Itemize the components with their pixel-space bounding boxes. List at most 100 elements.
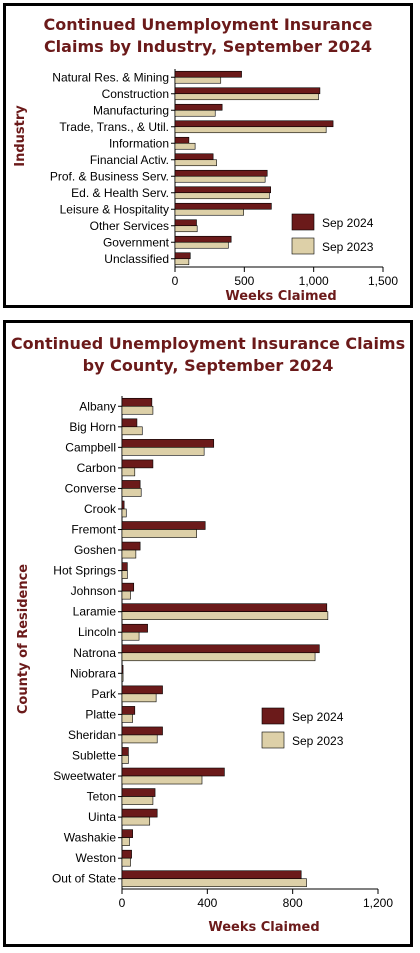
x-tick-label: 800 <box>283 896 303 910</box>
bar-sep-2023 <box>174 241 229 249</box>
bar-sep-2023 <box>121 508 127 518</box>
bar-sep-2023 <box>121 775 203 785</box>
bar-sep-2023 <box>121 590 131 600</box>
bar-sep-2023 <box>174 93 319 101</box>
category-label: Ed. & Health Serv. <box>71 186 169 200</box>
legend-label-sep-2024: Sep 2024 <box>322 216 374 230</box>
bar-sep-2024 <box>174 252 191 260</box>
bar-sep-2024 <box>121 665 124 674</box>
industry-chart-title: Continued Unemployment Insurance Claims … <box>6 14 410 58</box>
bar-sep-2023 <box>121 405 154 415</box>
bar-sep-2023 <box>121 693 157 703</box>
category-label: Niobrara <box>70 666 116 680</box>
bar-sep-2024 <box>121 849 132 859</box>
bar-sep-2024 <box>121 603 328 612</box>
bar-sep-2023 <box>121 549 137 559</box>
county-chart-title: Continued Unemployment Insurance Claims … <box>6 333 410 377</box>
bar-sep-2024 <box>174 87 321 95</box>
bar-sep-2024 <box>121 439 215 448</box>
y-axis-label: Industry <box>13 105 28 167</box>
bar-sep-2023 <box>174 192 270 200</box>
bar-sep-2024 <box>121 706 136 715</box>
bar-sep-2024 <box>174 153 214 161</box>
bar-sep-2024 <box>174 103 223 111</box>
category-label: Sheridan <box>68 728 116 742</box>
category-label: Leisure & Hospitality <box>60 202 169 216</box>
x-tick-label: 1,000 <box>299 274 329 288</box>
bar-sep-2024 <box>174 219 197 227</box>
bar-sep-2024 <box>121 644 320 654</box>
bar-sep-2024 <box>121 521 206 530</box>
legend-label-sep-2023: Sep 2023 <box>322 240 374 254</box>
bar-sep-2023 <box>121 529 197 538</box>
bar-sep-2024 <box>121 870 302 880</box>
bar-sep-2023 <box>174 76 222 84</box>
y-axis-label: County of Residence <box>16 564 31 714</box>
bar-sep-2024 <box>121 562 128 571</box>
category-label: Other Services <box>90 219 169 233</box>
bar-sep-2024 <box>121 397 153 407</box>
bar-sep-2024 <box>174 235 232 243</box>
bar-sep-2024 <box>174 136 190 144</box>
bar-sep-2023 <box>121 652 316 662</box>
category-label: Prof. & Business Serv. <box>50 169 169 183</box>
bar-sep-2023 <box>121 837 130 846</box>
category-label: Laramie <box>73 605 117 619</box>
bar-sep-2024 <box>121 582 135 592</box>
bar-sep-2023 <box>121 426 143 436</box>
category-label: Out of State <box>52 872 116 886</box>
category-label: Financial Activ. <box>90 153 169 167</box>
bar-sep-2023 <box>174 126 327 134</box>
industry-bar-chart: Natural Res. & Mining Construction Manufac… <box>13 69 398 304</box>
bar-sep-2024 <box>121 541 141 551</box>
bar-sep-2024 <box>174 202 272 210</box>
bar-sep-2023 <box>121 714 133 723</box>
county-title-line-1: Continued Unemployment Insurance Claims <box>10 334 406 353</box>
category-label: Carbon <box>77 461 116 475</box>
bar-sep-2023 <box>121 673 124 682</box>
bar-sep-2024 <box>121 418 138 428</box>
legend-swatch-sep-2023 <box>261 731 285 749</box>
category-label: Platte <box>85 707 116 721</box>
bar-sep-2023 <box>121 447 205 456</box>
bar-sep-2024 <box>121 726 163 736</box>
category-label: Sweetwater <box>53 769 116 783</box>
legend-swatch-sep-2023 <box>291 237 315 255</box>
bar-sep-2024 <box>174 169 268 177</box>
legend-label-sep-2024: Sep 2024 <box>292 710 344 724</box>
category-label: Park <box>91 687 117 701</box>
legend-label-sep-2023: Sep 2023 <box>292 734 344 748</box>
bar-sep-2023 <box>121 796 154 805</box>
bar-sep-2023 <box>121 857 131 867</box>
bar-sep-2023 <box>121 467 136 477</box>
bar-sep-2023 <box>174 109 216 117</box>
bar-sep-2024 <box>121 459 154 469</box>
category-label: Campbell <box>65 440 116 454</box>
bar-sep-2024 <box>174 186 271 194</box>
bar-sep-2024 <box>121 767 225 777</box>
bar-sep-2024 <box>121 685 163 695</box>
legend-swatch-sep-2024 <box>291 213 315 231</box>
x-tick-label: 1,200 <box>363 896 393 910</box>
x-axis-label: Weeks Claimed <box>208 920 319 935</box>
category-label: Sublette <box>72 748 116 762</box>
bar-sep-2023 <box>174 225 198 233</box>
x-tick-label: 0 <box>172 274 179 288</box>
category-label: Natrona <box>73 646 116 660</box>
bar-sep-2023 <box>174 208 244 216</box>
category-label: Johnson <box>71 584 116 598</box>
x-tick-label: 400 <box>197 896 217 910</box>
bar-sep-2023 <box>174 258 190 266</box>
industry-chart-panel: Continued Unemployment Insurance Claims … <box>3 3 413 308</box>
category-label: Hot Springs <box>53 564 116 578</box>
category-label: Information <box>109 136 169 150</box>
bar-sep-2023 <box>121 755 129 764</box>
category-label: Big Horn <box>69 420 116 434</box>
bar-sep-2023 <box>121 631 140 641</box>
bar-sep-2023 <box>121 878 307 888</box>
x-axis-label: Weeks Claimed <box>225 289 336 304</box>
category-label: Converse <box>65 481 117 495</box>
category-label: Weston <box>76 851 116 865</box>
bar-sep-2023 <box>121 734 158 744</box>
bar-sep-2023 <box>174 159 217 167</box>
